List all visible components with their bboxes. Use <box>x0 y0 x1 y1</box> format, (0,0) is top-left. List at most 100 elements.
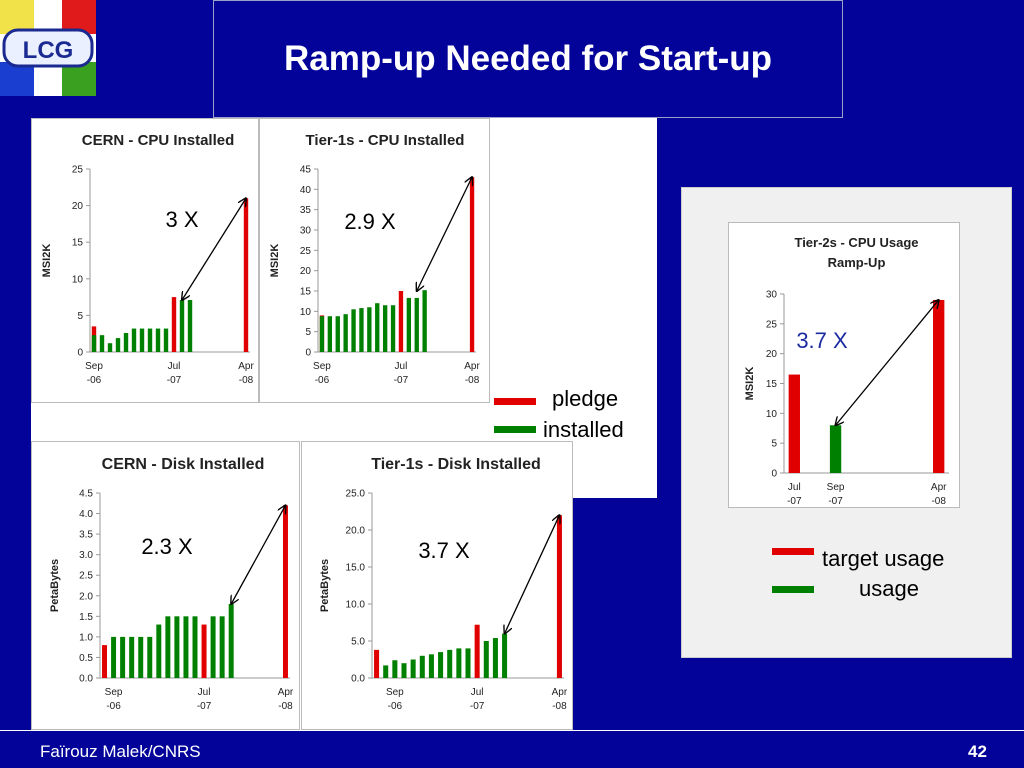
bar-installed <box>123 332 129 352</box>
bar-installed <box>383 665 389 678</box>
page-number: 42 <box>968 742 987 761</box>
y-tick-label: 20 <box>72 201 84 212</box>
y-tick-label: 5 <box>77 311 83 322</box>
bar-usage <box>829 425 842 473</box>
y-tick-label: 45 <box>300 165 312 176</box>
bar-installed <box>502 633 508 678</box>
y-tick-label: 1.0 <box>79 632 93 643</box>
x-tick-label: -06 <box>87 375 102 386</box>
y-tick-label: 20 <box>766 349 778 360</box>
bar-installed <box>492 638 498 678</box>
bar-installed <box>438 652 444 678</box>
y-tick-label: 10.0 <box>346 600 366 611</box>
x-tick-label: -07 <box>167 375 182 386</box>
bar-pledge <box>102 645 108 678</box>
y-tick-label: 3.5 <box>79 530 93 541</box>
x-tick-label: -08 <box>239 375 254 386</box>
ratio-arrow <box>231 505 285 604</box>
y-tick-label: 15 <box>72 238 84 249</box>
y-tick-label: 10 <box>72 274 84 285</box>
bar-installed <box>179 300 185 352</box>
x-tick-label: -06 <box>315 375 330 386</box>
y-tick-label: 15 <box>300 287 312 298</box>
y-tick-label: 0 <box>77 348 83 359</box>
chart-tier1-cpu: Tier-1s - CPU Installed 0 5 10 15 20 25 30 35 40 4… <box>259 118 490 403</box>
chart-title: Tier-1s - CPU Installed <box>306 132 465 149</box>
y-tick-label: 5 <box>771 439 777 450</box>
bar-installed <box>483 641 489 678</box>
bar-installed <box>456 648 462 678</box>
y-axis-label: PetaBytes <box>319 559 331 612</box>
bar-installed <box>129 636 135 678</box>
y-tick-label: 5.0 <box>351 637 365 648</box>
y-tick-label: 3.0 <box>79 550 93 561</box>
bar-installed <box>351 309 356 352</box>
legend-pledge-swatch <box>494 398 536 405</box>
bar-installed <box>327 316 333 352</box>
x-tick-label: Apr <box>552 687 568 698</box>
lcg-logo: LCG <box>0 0 96 96</box>
y-tick-label: 10 <box>300 307 312 318</box>
bar-installed <box>428 654 434 678</box>
bar-installed <box>406 297 412 352</box>
chart-title: Tier-1s - Disk Installed <box>371 456 541 473</box>
title-box: Ramp-up Needed for Start-up <box>213 0 843 118</box>
legend-usage-label: usage <box>859 576 919 601</box>
bar-installed <box>99 335 105 352</box>
legend-installed-label: installed <box>543 417 624 442</box>
bar-installed <box>111 636 117 678</box>
bar-installed <box>107 343 113 352</box>
y-tick-label: 25 <box>300 246 312 257</box>
y-axis-label: MSI2K <box>269 244 281 278</box>
bar-installed <box>465 648 471 678</box>
bar-installed <box>210 616 216 678</box>
bar-installed <box>156 624 162 678</box>
y-tick-label: 35 <box>300 205 312 216</box>
y-tick-label: 15.0 <box>346 563 366 574</box>
bar-pledge <box>469 177 475 352</box>
bar-pledge <box>171 297 177 352</box>
x-tick-label: Jul <box>395 361 408 372</box>
legend-target-usage-label: target usage <box>822 546 945 571</box>
x-tick-label: Apr <box>278 687 294 698</box>
x-tick-label: Sep <box>827 482 845 493</box>
chart-title-line2: Ramp-Up <box>828 255 886 270</box>
bar-pledge <box>201 624 207 678</box>
bar-installed <box>147 328 153 352</box>
y-tick-label: 4.5 <box>79 489 93 500</box>
x-tick-label: Sep <box>105 687 123 698</box>
y-tick-label: 15 <box>766 379 778 390</box>
x-tick-label: -06 <box>106 701 121 712</box>
bar-pledge <box>374 649 380 678</box>
x-tick-label: -07 <box>828 496 843 507</box>
bar-installed <box>91 335 97 352</box>
y-tick-label: 40 <box>300 185 312 196</box>
y-axis-label: MSI2K <box>744 367 756 401</box>
bar-installed <box>335 316 340 352</box>
bar-installed <box>414 297 419 352</box>
y-tick-label: 5 <box>305 327 311 338</box>
x-tick-label: -08 <box>552 701 567 712</box>
y-tick-label: 0.0 <box>351 674 365 685</box>
bar-target-usage <box>788 374 800 473</box>
x-tick-label: -07 <box>394 375 409 386</box>
bar-installed <box>447 649 453 678</box>
x-tick-label: -08 <box>465 375 480 386</box>
x-tick-label: -06 <box>388 701 403 712</box>
bar-installed <box>401 663 407 678</box>
bar-installed <box>219 616 225 678</box>
bar-installed <box>422 290 427 352</box>
bar-installed <box>390 305 396 352</box>
bar-installed <box>419 655 425 678</box>
bar-installed <box>131 328 137 352</box>
x-tick-label: Jul <box>168 361 181 372</box>
x-tick-label: Sep <box>313 361 331 372</box>
chart-title-line1: Tier-2s - CPU Usage <box>794 235 918 250</box>
ratio-arrow <box>505 515 560 633</box>
y-tick-label: 20 <box>300 266 312 277</box>
ratio-label: 3.7 X <box>418 538 470 563</box>
ratio-arrow <box>182 198 246 300</box>
y-tick-label: 2.5 <box>79 571 93 582</box>
y-tick-label: 0.0 <box>79 674 93 685</box>
chart-cern-disk: CERN - Disk Installed 0.0 0.5 1.0 1.5 2.0 2.5 3… <box>31 441 300 730</box>
